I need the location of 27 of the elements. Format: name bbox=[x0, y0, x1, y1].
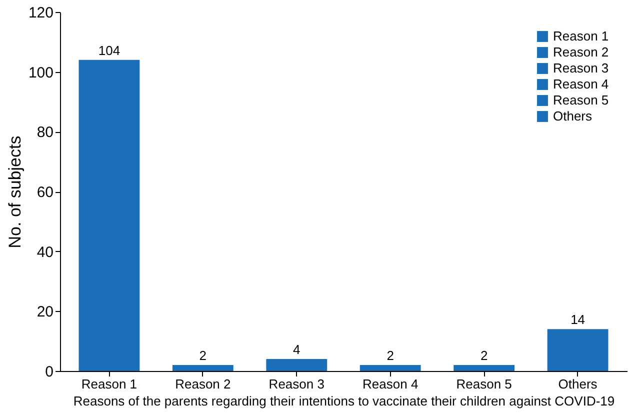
y-tick-label: 20 bbox=[36, 304, 54, 321]
legend-label: Reason 2 bbox=[553, 44, 609, 60]
legend-label: Others bbox=[553, 108, 593, 124]
legend-label: Reason 4 bbox=[553, 76, 609, 92]
y-tick-label: 40 bbox=[36, 244, 54, 261]
y-tick-label: 80 bbox=[36, 124, 54, 142]
x-tick-label: Reason 1 bbox=[81, 376, 138, 392]
x-axis-title: Reasons of the parents regarding their intentions to vaccinate their children against COVID-19 bbox=[73, 394, 615, 408]
y-tick-label: 100 bbox=[28, 64, 54, 82]
y-tick-label: 120 bbox=[28, 4, 54, 22]
data-label: 2 bbox=[386, 348, 394, 364]
data-label: 2 bbox=[480, 348, 488, 364]
data-label: 14 bbox=[570, 312, 586, 328]
y-tick-label: 60 bbox=[36, 184, 54, 201]
legend-label: Reason 3 bbox=[553, 60, 609, 76]
x-tick-label: Reason 2 bbox=[175, 376, 231, 392]
x-tick-label: Reason 5 bbox=[456, 376, 512, 392]
x-tick-label: Reason 3 bbox=[268, 376, 324, 392]
x-tick-label: Reason 4 bbox=[362, 376, 418, 392]
y-axis-title: No. of subjects bbox=[5, 136, 24, 248]
data-label: 4 bbox=[293, 342, 300, 358]
data-label: 104 bbox=[98, 42, 120, 58]
legend-label: Reason 1 bbox=[553, 28, 609, 44]
x-tick-label: Others bbox=[558, 376, 598, 392]
legend-label: Reason 5 bbox=[553, 92, 609, 108]
data-label: 2 bbox=[199, 348, 207, 364]
y-tick-label: 0 bbox=[45, 364, 54, 380]
